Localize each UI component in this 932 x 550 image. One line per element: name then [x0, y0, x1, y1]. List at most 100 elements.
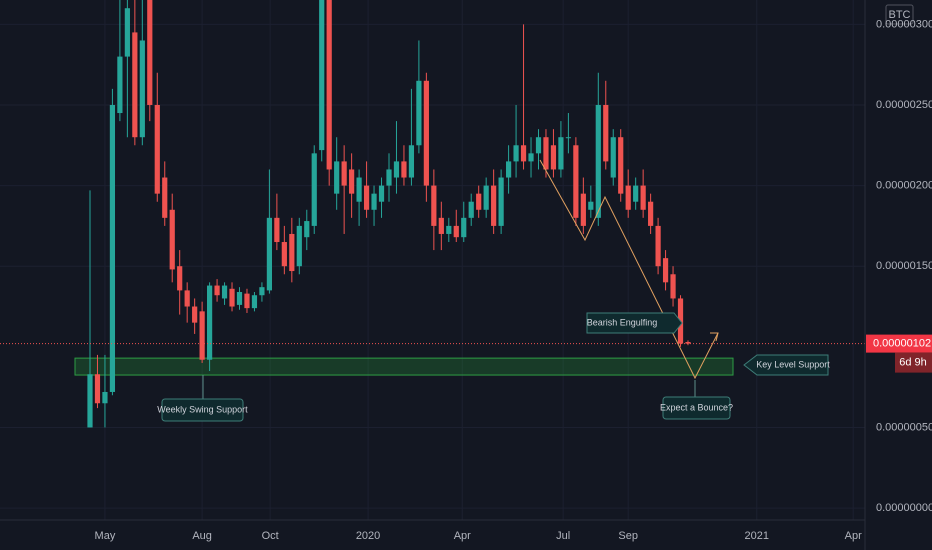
candle-body	[401, 161, 407, 178]
candle-body	[603, 104, 609, 162]
callout-text: Weekly Swing Support	[157, 404, 248, 414]
candle-body	[580, 193, 586, 226]
candle-body	[513, 145, 519, 162]
candle-body	[311, 153, 317, 226]
candle-body	[416, 80, 422, 146]
callout-text: Key Level Support	[756, 359, 830, 369]
candle-body	[102, 391, 108, 404]
candle-body	[236, 292, 243, 305]
candle-body	[386, 169, 392, 186]
candle-body	[483, 185, 489, 210]
x-tick-label: Sep	[618, 530, 638, 542]
y-tick-label: 0.00000250	[876, 99, 932, 111]
candle-body	[423, 80, 429, 186]
y-tick-label: 0.00000000	[876, 502, 932, 514]
x-tick-label: May	[95, 530, 116, 542]
symbol: BTC	[889, 9, 911, 21]
callouts: Weekly Swing Support Bearish Engulfing K…	[157, 312, 830, 422]
candle-body	[117, 56, 123, 114]
candle-body	[393, 161, 400, 178]
candle-body	[595, 104, 601, 218]
candle-body	[289, 233, 295, 272]
candle-body	[281, 242, 287, 267]
candle-body	[461, 217, 467, 238]
candle-body	[177, 266, 183, 291]
candle-body	[251, 295, 258, 309]
candle-body	[87, 374, 93, 428]
support-zone	[74, 357, 734, 376]
candle-body	[378, 185, 385, 202]
grid	[0, 0, 865, 520]
candle-body	[266, 217, 272, 291]
x-tick-label: Apr	[454, 530, 471, 542]
candle-body	[221, 285, 228, 299]
candle-body	[640, 185, 646, 210]
candle-body	[94, 374, 101, 404]
candle-body	[476, 193, 482, 210]
candle-body	[662, 258, 669, 283]
candle-body	[356, 177, 362, 202]
callout-box	[743, 354, 829, 376]
candle-body	[498, 177, 504, 226]
candle-body	[648, 201, 654, 226]
candle-body	[655, 225, 661, 267]
x-tick-label: Jul	[556, 530, 570, 542]
candle-body	[535, 137, 542, 154]
candle-body	[244, 293, 250, 309]
last-price-label: 0.00000102	[873, 338, 931, 350]
price-line-layer: 0.00000102 6d 9h	[0, 334, 932, 373]
candle-body	[565, 137, 571, 139]
candle-body	[326, 0, 332, 170]
candle-body	[349, 169, 355, 194]
arrow-head	[710, 332, 719, 342]
candle-body	[124, 8, 130, 57]
support-zone-layer	[74, 357, 734, 376]
candle-body	[468, 201, 474, 218]
candle-body	[341, 161, 347, 186]
callout-box	[662, 396, 731, 420]
candle-body	[408, 145, 415, 178]
x-tick-label: Aug	[192, 530, 212, 542]
candle-body	[154, 104, 160, 194]
candle-body	[139, 40, 145, 138]
candle-body	[588, 201, 594, 210]
candle-body	[169, 209, 175, 270]
candle-body	[543, 137, 549, 170]
last-price-box	[866, 334, 932, 353]
y-tick-label: 0.00000300	[876, 18, 932, 30]
callout-box	[161, 398, 244, 422]
candle-body	[505, 161, 512, 178]
candle-body	[304, 221, 310, 238]
candle-body	[446, 225, 452, 234]
candle-body	[162, 177, 168, 218]
candle-body	[573, 145, 579, 218]
x-tick-label: 2021	[745, 530, 769, 542]
y-tick-label: 0.00000150	[876, 260, 932, 272]
candle-body	[558, 137, 564, 170]
x-tick-label: Apr	[845, 530, 862, 542]
candle-body	[431, 185, 437, 226]
candle-body	[334, 161, 340, 194]
candle-body	[132, 32, 138, 138]
candle-body	[685, 341, 691, 344]
callout-box	[586, 312, 683, 334]
candle-body	[625, 185, 631, 210]
candle-body	[214, 285, 220, 296]
countdown: 6d 9h	[899, 357, 927, 369]
candle-body	[199, 311, 205, 360]
candle-body	[550, 145, 557, 170]
y-tick-label: 0.00000200	[876, 179, 932, 191]
x-tick-label: Oct	[262, 530, 279, 542]
candle-body	[610, 137, 616, 178]
callout-text: Expect a Bounce?	[660, 402, 733, 412]
candle-body	[618, 137, 624, 194]
candle-body	[491, 185, 497, 226]
candle-body	[319, 0, 325, 151]
candle-body	[453, 225, 459, 238]
candles	[87, 0, 691, 428]
candle-body	[184, 290, 190, 307]
candle-body	[438, 217, 444, 234]
candle-body	[109, 104, 116, 392]
countdown-box	[895, 352, 932, 373]
